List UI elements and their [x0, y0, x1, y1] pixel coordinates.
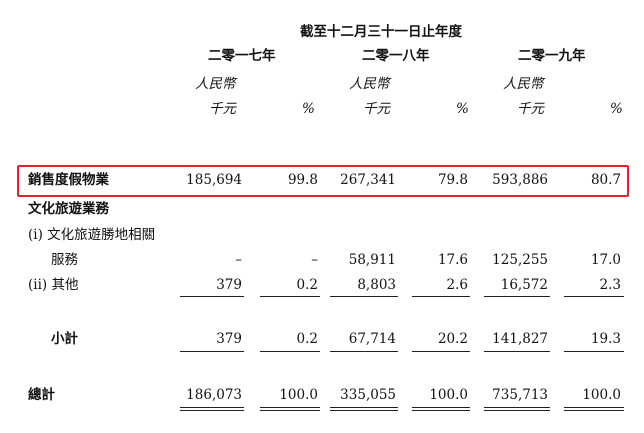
underline-2018-amount: [330, 296, 398, 297]
pct-2018: %: [456, 101, 469, 117]
underline-2019-pct: [564, 296, 624, 297]
double-underline-2019-pct-a: [564, 407, 624, 408]
underline-subtotal-2017-pct: [260, 351, 320, 352]
underline-2017-pct: [260, 296, 320, 297]
double-underline-2019-pct-b: [564, 410, 624, 411]
unit-2019: 千元: [517, 101, 544, 117]
cell-2018-pct: 17.6: [437, 252, 468, 268]
period-header: 截至十二月三十一日止年度: [300, 24, 462, 40]
cell-2017-pct: 0.2: [296, 331, 318, 347]
pct-2019: %: [610, 101, 623, 117]
underline-subtotal-2019-amount: [484, 351, 550, 352]
section-title-culture-tourism: 文化旅遊業務: [28, 201, 109, 217]
cell-2017-pct: 0.2: [296, 277, 318, 293]
double-underline-2019-amount-a: [484, 407, 550, 408]
cell-2018-pct: 20.2: [437, 331, 468, 347]
row-label: (ii) 其他: [28, 277, 79, 293]
currency-2018: 人民幣: [349, 76, 390, 92]
cell-2018-amount: 67,714: [348, 331, 396, 347]
underline-subtotal-2018-amount: [330, 351, 398, 352]
underline-subtotal-2017-amount: [180, 351, 244, 352]
currency-2019: 人民幣: [503, 76, 544, 92]
cell-2017-amount: 379: [216, 277, 242, 293]
double-underline-2017-pct-a: [260, 407, 320, 408]
underline-2018-pct: [412, 296, 470, 297]
cell-2018-amount: 8,803: [357, 277, 396, 293]
year-2018-header: 二零一八年: [362, 48, 430, 64]
unit-2018: 千元: [363, 101, 390, 117]
cell-2017-pct: –: [311, 252, 318, 268]
double-underline-2017-pct-b: [260, 410, 320, 411]
cell-2017-amount: 186,073: [186, 387, 242, 403]
row-label: 銷售度假物業: [28, 172, 109, 188]
cell-2019-pct: 2.3: [599, 277, 621, 293]
cell-2019-amount: 16,572: [500, 277, 548, 293]
cell-2018-amount: 335,055: [340, 387, 396, 403]
year-2017-header: 二零一七年: [208, 48, 276, 64]
row-label: 小計: [51, 331, 78, 347]
row-label: 服務: [51, 252, 78, 268]
row-highlight-box: [17, 165, 629, 197]
underline-subtotal-2019-pct: [564, 351, 624, 352]
sub-item-i-label: (i) 文化旅遊勝地相關: [28, 227, 156, 243]
cell-2017-pct: 99.8: [287, 172, 318, 188]
double-underline-2019-amount-b: [484, 410, 550, 411]
underline-subtotal-2018-pct: [412, 351, 470, 352]
cell-2019-pct: 100.0: [582, 387, 621, 403]
cell-2017-pct: 100.0: [279, 387, 318, 403]
double-underline-2018-pct-b: [412, 410, 470, 411]
double-underline-2017-amount-a: [180, 407, 244, 408]
underline-2019-amount: [484, 296, 550, 297]
double-underline-2018-amount-b: [330, 410, 398, 411]
currency-2017: 人民幣: [195, 76, 236, 92]
underline-2017-amount: [180, 296, 244, 297]
cell-2018-pct: 100.0: [429, 387, 468, 403]
cell-2017-amount: 185,694: [186, 172, 242, 188]
cell-2019-pct: 17.0: [590, 252, 621, 268]
year-2019-header: 二零一九年: [518, 48, 586, 64]
cell-2019-pct: 80.7: [590, 172, 621, 188]
cell-2019-amount: 735,713: [492, 387, 548, 403]
pct-2017: %: [302, 101, 315, 117]
cell-2018-pct: 79.8: [437, 172, 468, 188]
cell-2018-pct: 2.6: [446, 277, 468, 293]
cell-2019-pct: 19.3: [590, 331, 621, 347]
unit-2017: 千元: [209, 101, 236, 117]
double-underline-2018-pct-a: [412, 407, 470, 408]
cell-2018-amount: 58,911: [348, 252, 396, 268]
double-underline-2018-amount-a: [330, 407, 398, 408]
double-underline-2017-amount-b: [180, 410, 244, 411]
cell-2019-amount: 593,886: [492, 172, 548, 188]
cell-2017-amount: 379: [216, 331, 242, 347]
cell-2019-amount: 125,255: [492, 252, 548, 268]
cell-2017-amount: –: [235, 252, 242, 268]
row-label: 總計: [28, 387, 55, 403]
cell-2019-amount: 141,827: [492, 331, 548, 347]
cell-2018-amount: 267,341: [340, 172, 396, 188]
